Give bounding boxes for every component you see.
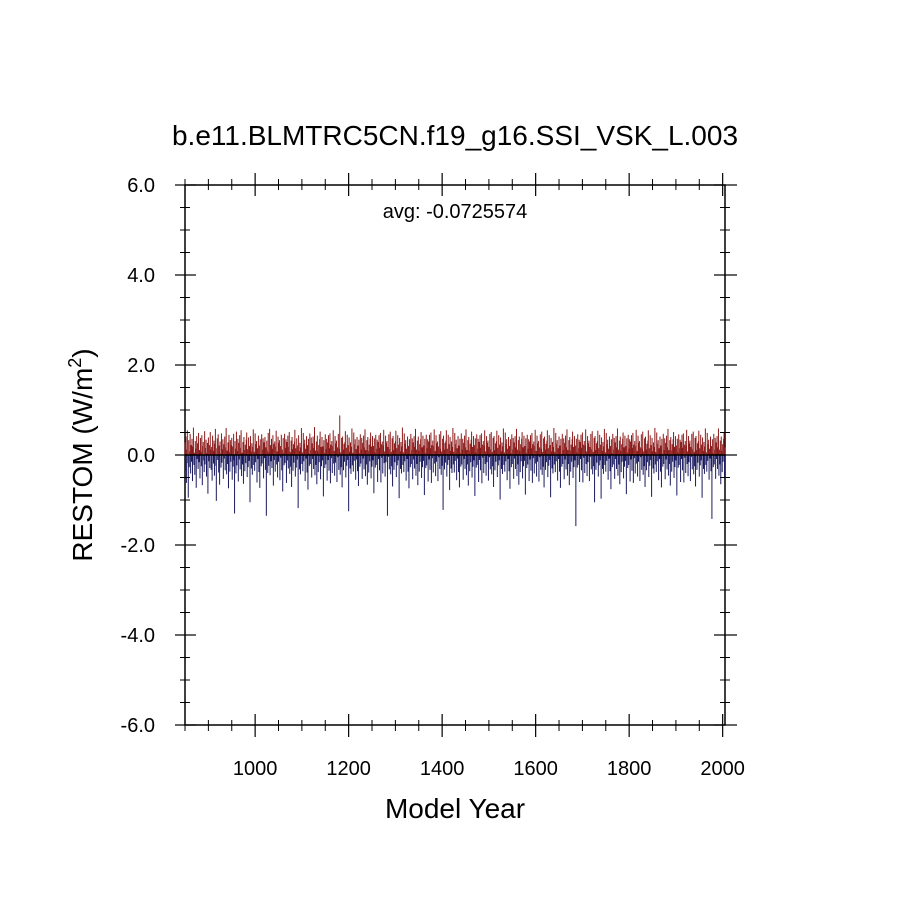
x-tick-label: 1800 <box>607 758 652 780</box>
y-tick-label: 0.0 <box>127 445 155 467</box>
y-tick-label: 4.0 <box>127 265 155 287</box>
y-tick-label: -6.0 <box>121 715 155 737</box>
y-axis-label: RESTOM (W/m2) <box>65 348 98 561</box>
x-tick-label: 1400 <box>420 758 465 780</box>
y-axis-label-main: RESTOM (W/m <box>67 368 98 562</box>
y-tick-label: -4.0 <box>121 625 155 647</box>
y-axis-label-superscript: 2 <box>65 358 85 368</box>
y-axis-label-close: ) <box>67 348 98 357</box>
y-tick-label: 2.0 <box>127 355 155 377</box>
x-tick-label: 1600 <box>513 758 558 780</box>
x-tick-label: 2000 <box>700 758 745 780</box>
x-tick-label: 1000 <box>233 758 278 780</box>
y-tick-label: -2.0 <box>121 535 155 557</box>
x-tick-label: 1200 <box>326 758 371 780</box>
chart-title: b.e11.BLMTRC5CN.f19_g16.SSI_VSK_L.003 <box>172 120 738 151</box>
x-axis-label: Model Year <box>385 793 525 824</box>
axis-ticks: 6.0 4.0 2.0 0.0 -2.0 -4.0 -6.0 1000 1200 1400 1600… <box>121 173 745 780</box>
average-annotation: avg: -0.0725574 <box>383 201 528 223</box>
y-tick-label: 6.0 <box>127 175 155 197</box>
bars-group <box>184 415 726 527</box>
